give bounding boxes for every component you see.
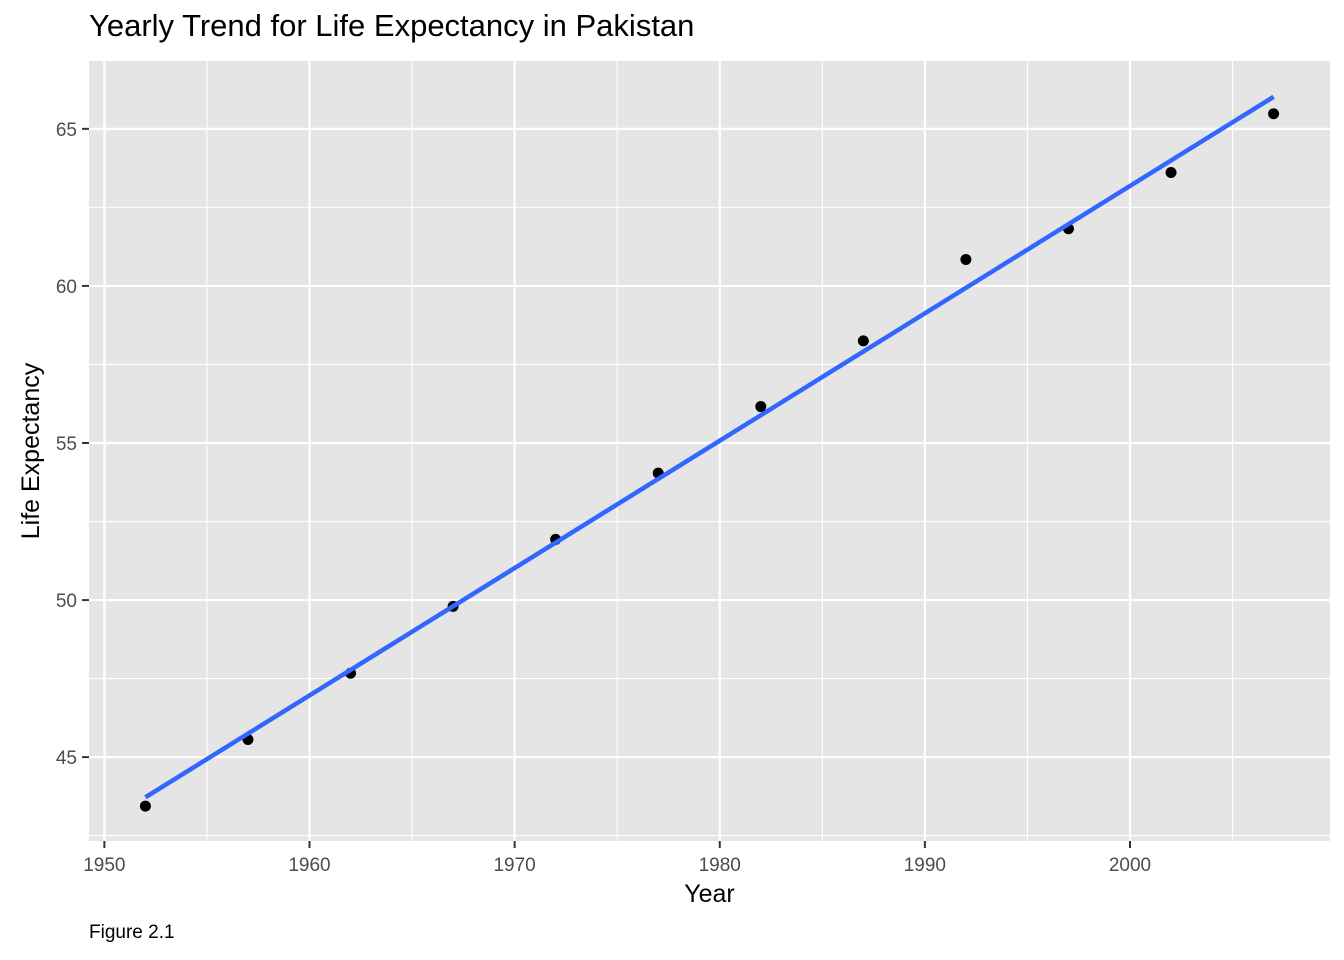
trend-line-group (144, 94, 1275, 800)
y-axis: 45 50 55 60 65 (56, 120, 89, 769)
data-point (1165, 167, 1177, 179)
data-point (139, 800, 151, 812)
x-tick-label: 1990 (904, 855, 946, 876)
x-tick-label: 2000 (1109, 855, 1151, 876)
x-tick-label: 1960 (288, 855, 330, 876)
trend-line (144, 94, 1275, 800)
scatter-plot: 1950 1960 1970 1980 1990 2000 45 50 55 60 65 Year… (17, 61, 1330, 908)
y-tick-label: 45 (56, 748, 77, 769)
data-point (755, 401, 767, 413)
y-tick-label: 50 (56, 591, 77, 612)
minor-gridlines (89, 61, 1330, 841)
y-tick-label: 60 (56, 277, 77, 298)
data-point (960, 254, 972, 266)
x-axis: 1950 1960 1970 1980 1990 2000 (83, 841, 1151, 876)
figure-caption: Figure 2.1 (89, 922, 175, 943)
y-tick-label: 65 (56, 120, 77, 141)
major-gridlines (89, 61, 1330, 841)
y-tick-label: 55 (56, 434, 77, 455)
chart-title: Yearly Trend for Life Expectancy in Paki… (89, 8, 695, 43)
x-tick-label: 1980 (699, 855, 741, 876)
y-axis-label: Life Expectancy (17, 362, 45, 539)
x-tick-label: 1950 (83, 855, 125, 876)
x-axis-label: Year (684, 880, 735, 908)
data-point (1268, 108, 1280, 120)
x-tick-label: 1970 (493, 855, 535, 876)
data-point (857, 335, 869, 347)
